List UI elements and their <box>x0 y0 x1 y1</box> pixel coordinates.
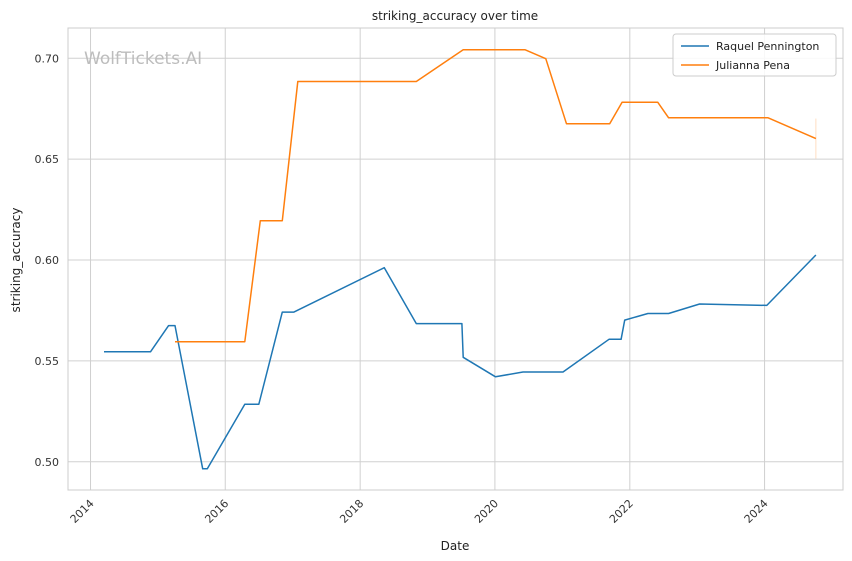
plot-area <box>68 28 843 490</box>
y-tick-label: 0.50 <box>35 456 60 469</box>
series-line-1 <box>104 254 817 470</box>
series-line-2 <box>175 49 817 343</box>
series-lines <box>104 49 817 470</box>
watermark: WolfTickets.AI <box>84 49 202 69</box>
x-tick-label: 2018 <box>337 497 366 526</box>
y-tick-label: 0.60 <box>35 254 60 267</box>
x-tick-label: 2014 <box>68 497 97 526</box>
chart-title: striking_accuracy over time <box>372 9 538 23</box>
y-tick-labels: 0.50 0.55 0.60 0.65 0.70 <box>35 52 60 468</box>
x-tick-labels: 2014 2016 2018 2020 2022 2024 <box>68 497 771 526</box>
y-tick-label: 0.55 <box>35 355 60 368</box>
legend-label: Julianna Pena <box>715 59 790 72</box>
y-tick-label: 0.65 <box>35 153 60 166</box>
grid-lines <box>68 28 843 490</box>
x-tick-label: 2022 <box>607 497 636 526</box>
legend-label: Raquel Pennington <box>716 40 819 53</box>
x-tick-label: 2016 <box>202 497 231 526</box>
legend: Raquel Pennington Julianna Pena <box>672 33 837 77</box>
y-tick-label: 0.70 <box>35 52 60 65</box>
plot-frame <box>67 27 844 491</box>
legend-box <box>672 33 837 77</box>
x-tick-label: 2024 <box>742 497 771 526</box>
y-axis-title: striking_accuracy <box>9 208 23 313</box>
x-tick-label: 2020 <box>472 497 501 526</box>
x-axis-title: Date <box>441 539 470 553</box>
